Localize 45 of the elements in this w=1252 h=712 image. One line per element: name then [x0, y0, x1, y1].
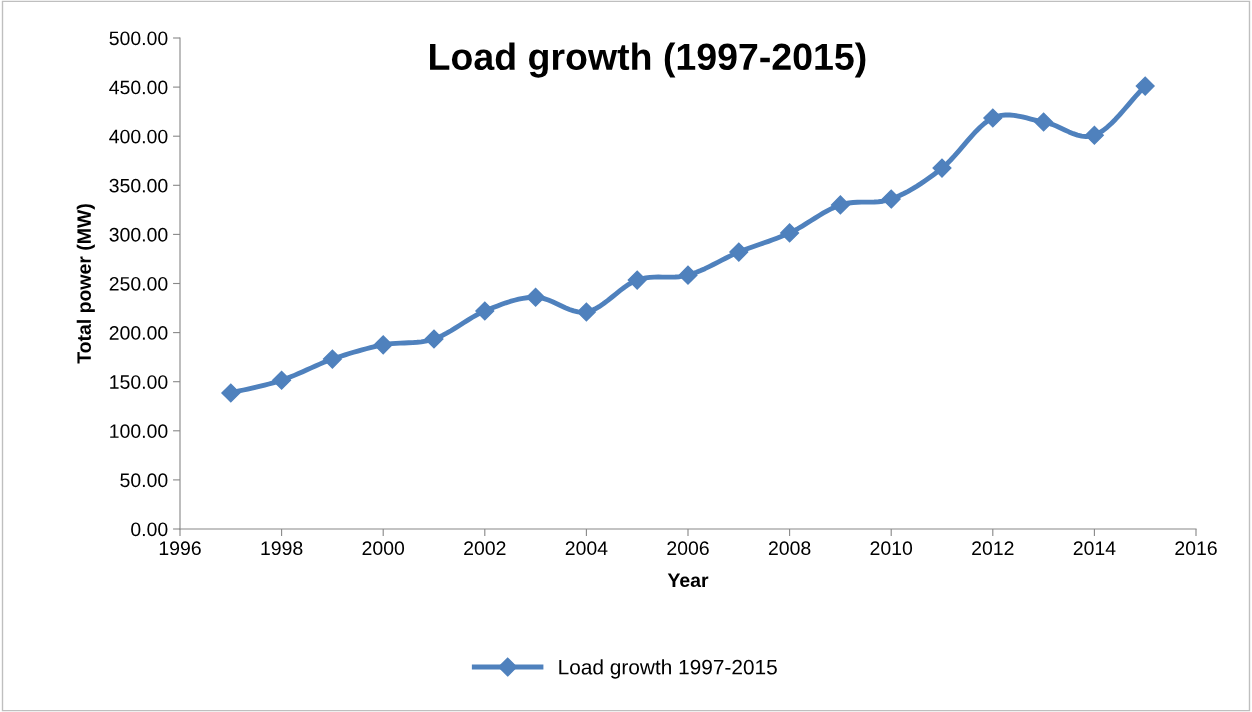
- y-tick-label: 200.00: [109, 326, 168, 340]
- x-tick-label: 2006: [667, 541, 709, 556]
- y-tick-label: 50.00: [120, 473, 168, 488]
- point: [983, 108, 1003, 128]
- x-axis-title: Year: [667, 573, 709, 588]
- point: [1135, 76, 1155, 96]
- x-tick-label: 2016: [1175, 541, 1217, 556]
- point: [627, 270, 647, 290]
- x-tick-label: 2014: [1073, 541, 1116, 556]
- point: [272, 370, 292, 390]
- chart-title: Load growth (1997-2015): [430, 42, 866, 78]
- y-tick-label: 250.00: [109, 276, 168, 291]
- y-tick-label: 400.00: [109, 129, 168, 144]
- point: [780, 223, 800, 243]
- y-tick-label: 300.00: [109, 227, 168, 242]
- y-tick-label: 350.00: [109, 178, 168, 193]
- x-tick-label: 2000: [362, 541, 405, 556]
- x-tick-label: 2008: [768, 541, 811, 556]
- y-tick-label: 150.00: [110, 375, 168, 389]
- point: [424, 329, 444, 349]
- y-tick-label: 500.00: [109, 31, 168, 46]
- y-tick-label: 450.00: [109, 80, 168, 95]
- x-tick-label: 1996: [159, 541, 201, 556]
- y-tick-label: 0.00: [131, 522, 168, 537]
- point: [475, 301, 495, 321]
- x-tick-label: 2004: [565, 541, 608, 556]
- x-tick-label: 2002: [464, 541, 506, 556]
- point: [1084, 125, 1104, 145]
- point: [322, 349, 342, 369]
- x-tick-label: 2012: [972, 541, 1014, 556]
- point: [373, 335, 393, 355]
- point: [881, 189, 901, 209]
- point: [1034, 112, 1054, 132]
- point: [932, 158, 952, 178]
- y-axis-title: Total power (MW): [76, 204, 95, 364]
- point: [576, 302, 596, 322]
- x-tick-label: 2010: [870, 541, 913, 556]
- point: [830, 195, 850, 215]
- x-tick-label: 1998: [261, 541, 303, 556]
- point: [221, 383, 241, 403]
- legend-label: Load growth 1997-2015: [559, 659, 777, 679]
- point: [526, 287, 546, 307]
- point: [678, 265, 698, 285]
- y-tick-label: 100.00: [110, 424, 168, 439]
- point: [729, 242, 749, 262]
